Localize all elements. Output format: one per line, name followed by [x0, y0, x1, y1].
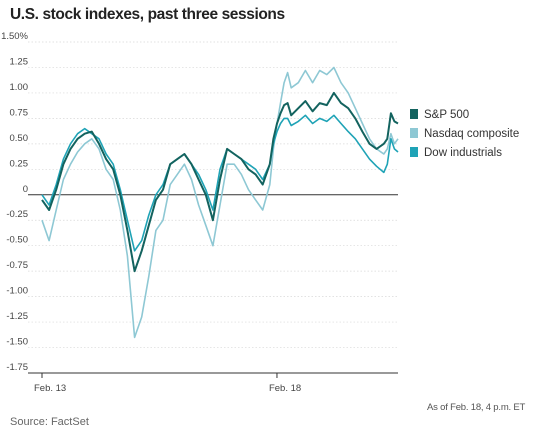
chart-title: U.S. stock indexes, past three sessions: [10, 6, 285, 23]
y-tick-label: 0: [23, 184, 28, 195]
y-tick-label: 1.25: [10, 56, 29, 67]
y-tick-label: -1.25: [6, 311, 28, 322]
legend-label: Dow industrials: [424, 147, 502, 159]
legend-label: S&P 500: [424, 109, 469, 121]
y-tick-label: -0.75: [6, 260, 28, 271]
gridlines: [28, 41, 398, 374]
y-tick-label: 0.50: [10, 133, 29, 144]
as-of-note: As of Feb. 18, 4 p.m. ET: [427, 402, 526, 413]
y-tick-label: -0.50: [6, 235, 28, 246]
x-tick-label: Feb. 13: [34, 383, 66, 394]
legend: S&P 500 Nasdaq composite Dow industrials: [410, 109, 519, 159]
source-note: Source: FactSet: [10, 416, 89, 428]
y-tick-label: 1.50%: [1, 31, 28, 42]
y-tick-label: -0.25: [6, 209, 28, 220]
x-tick-label: Feb. 18: [269, 383, 301, 394]
y-tick-label: -1.75: [6, 362, 28, 373]
y-tick-label: -1.00: [6, 286, 28, 297]
y-tick-label: -1.50: [6, 337, 28, 348]
series-line-s-p-500: [41, 91, 399, 273]
y-tick-label: 1.00: [10, 82, 29, 93]
y-tick-label: 0.75: [10, 107, 29, 118]
legend-swatch: [410, 128, 418, 138]
legend-swatch: [410, 147, 418, 157]
x-axis-ticks: Feb. 13 Feb. 18: [28, 372, 398, 394]
legend-swatch: [410, 109, 418, 119]
legend-label: Nasdaq composite: [424, 128, 519, 140]
y-axis-tick-labels: -1.75 -1.50 -1.25 -1.00 -0.75 -0.50 -0.25 0 0.25…: [1, 31, 28, 373]
series-line-nasdaq-composite: [41, 66, 399, 339]
series-lines: [41, 66, 399, 339]
y-tick-label: 0.25: [10, 158, 29, 169]
